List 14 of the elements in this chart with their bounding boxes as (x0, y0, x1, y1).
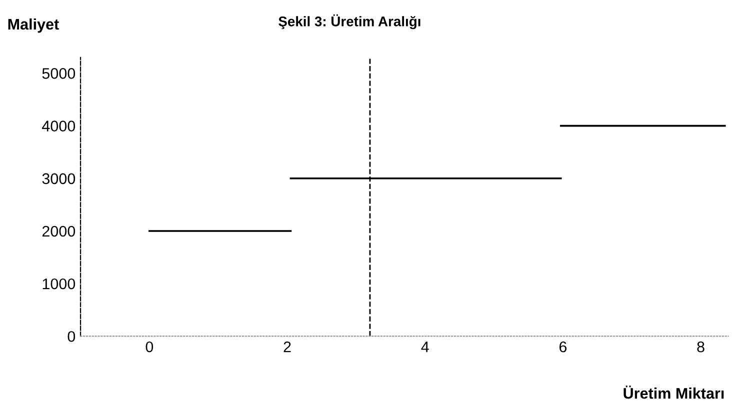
x-axis-title: Üretim Miktarı (624, 386, 724, 399)
y-tick-label: 5000 (42, 68, 76, 79)
y-axis-title: Maliyet (8, 18, 59, 33)
x-tick-label: 4 (421, 342, 429, 352)
y-tick-label: 4000 (42, 120, 76, 132)
x-tick-label: 0 (146, 341, 154, 352)
y-tick-label: 1000 (42, 278, 76, 290)
x-tick-label: 2 (284, 341, 291, 352)
y-tick-label: 0 (68, 331, 76, 342)
chart-title: Şekil 3: Üretim Aralığı (278, 14, 420, 30)
x-tick-label: 8 (697, 341, 704, 352)
x-tick-label: 6 (559, 341, 567, 352)
y-tick-label: 2000 (42, 226, 76, 237)
y-tick-label: 3000 (42, 173, 76, 184)
